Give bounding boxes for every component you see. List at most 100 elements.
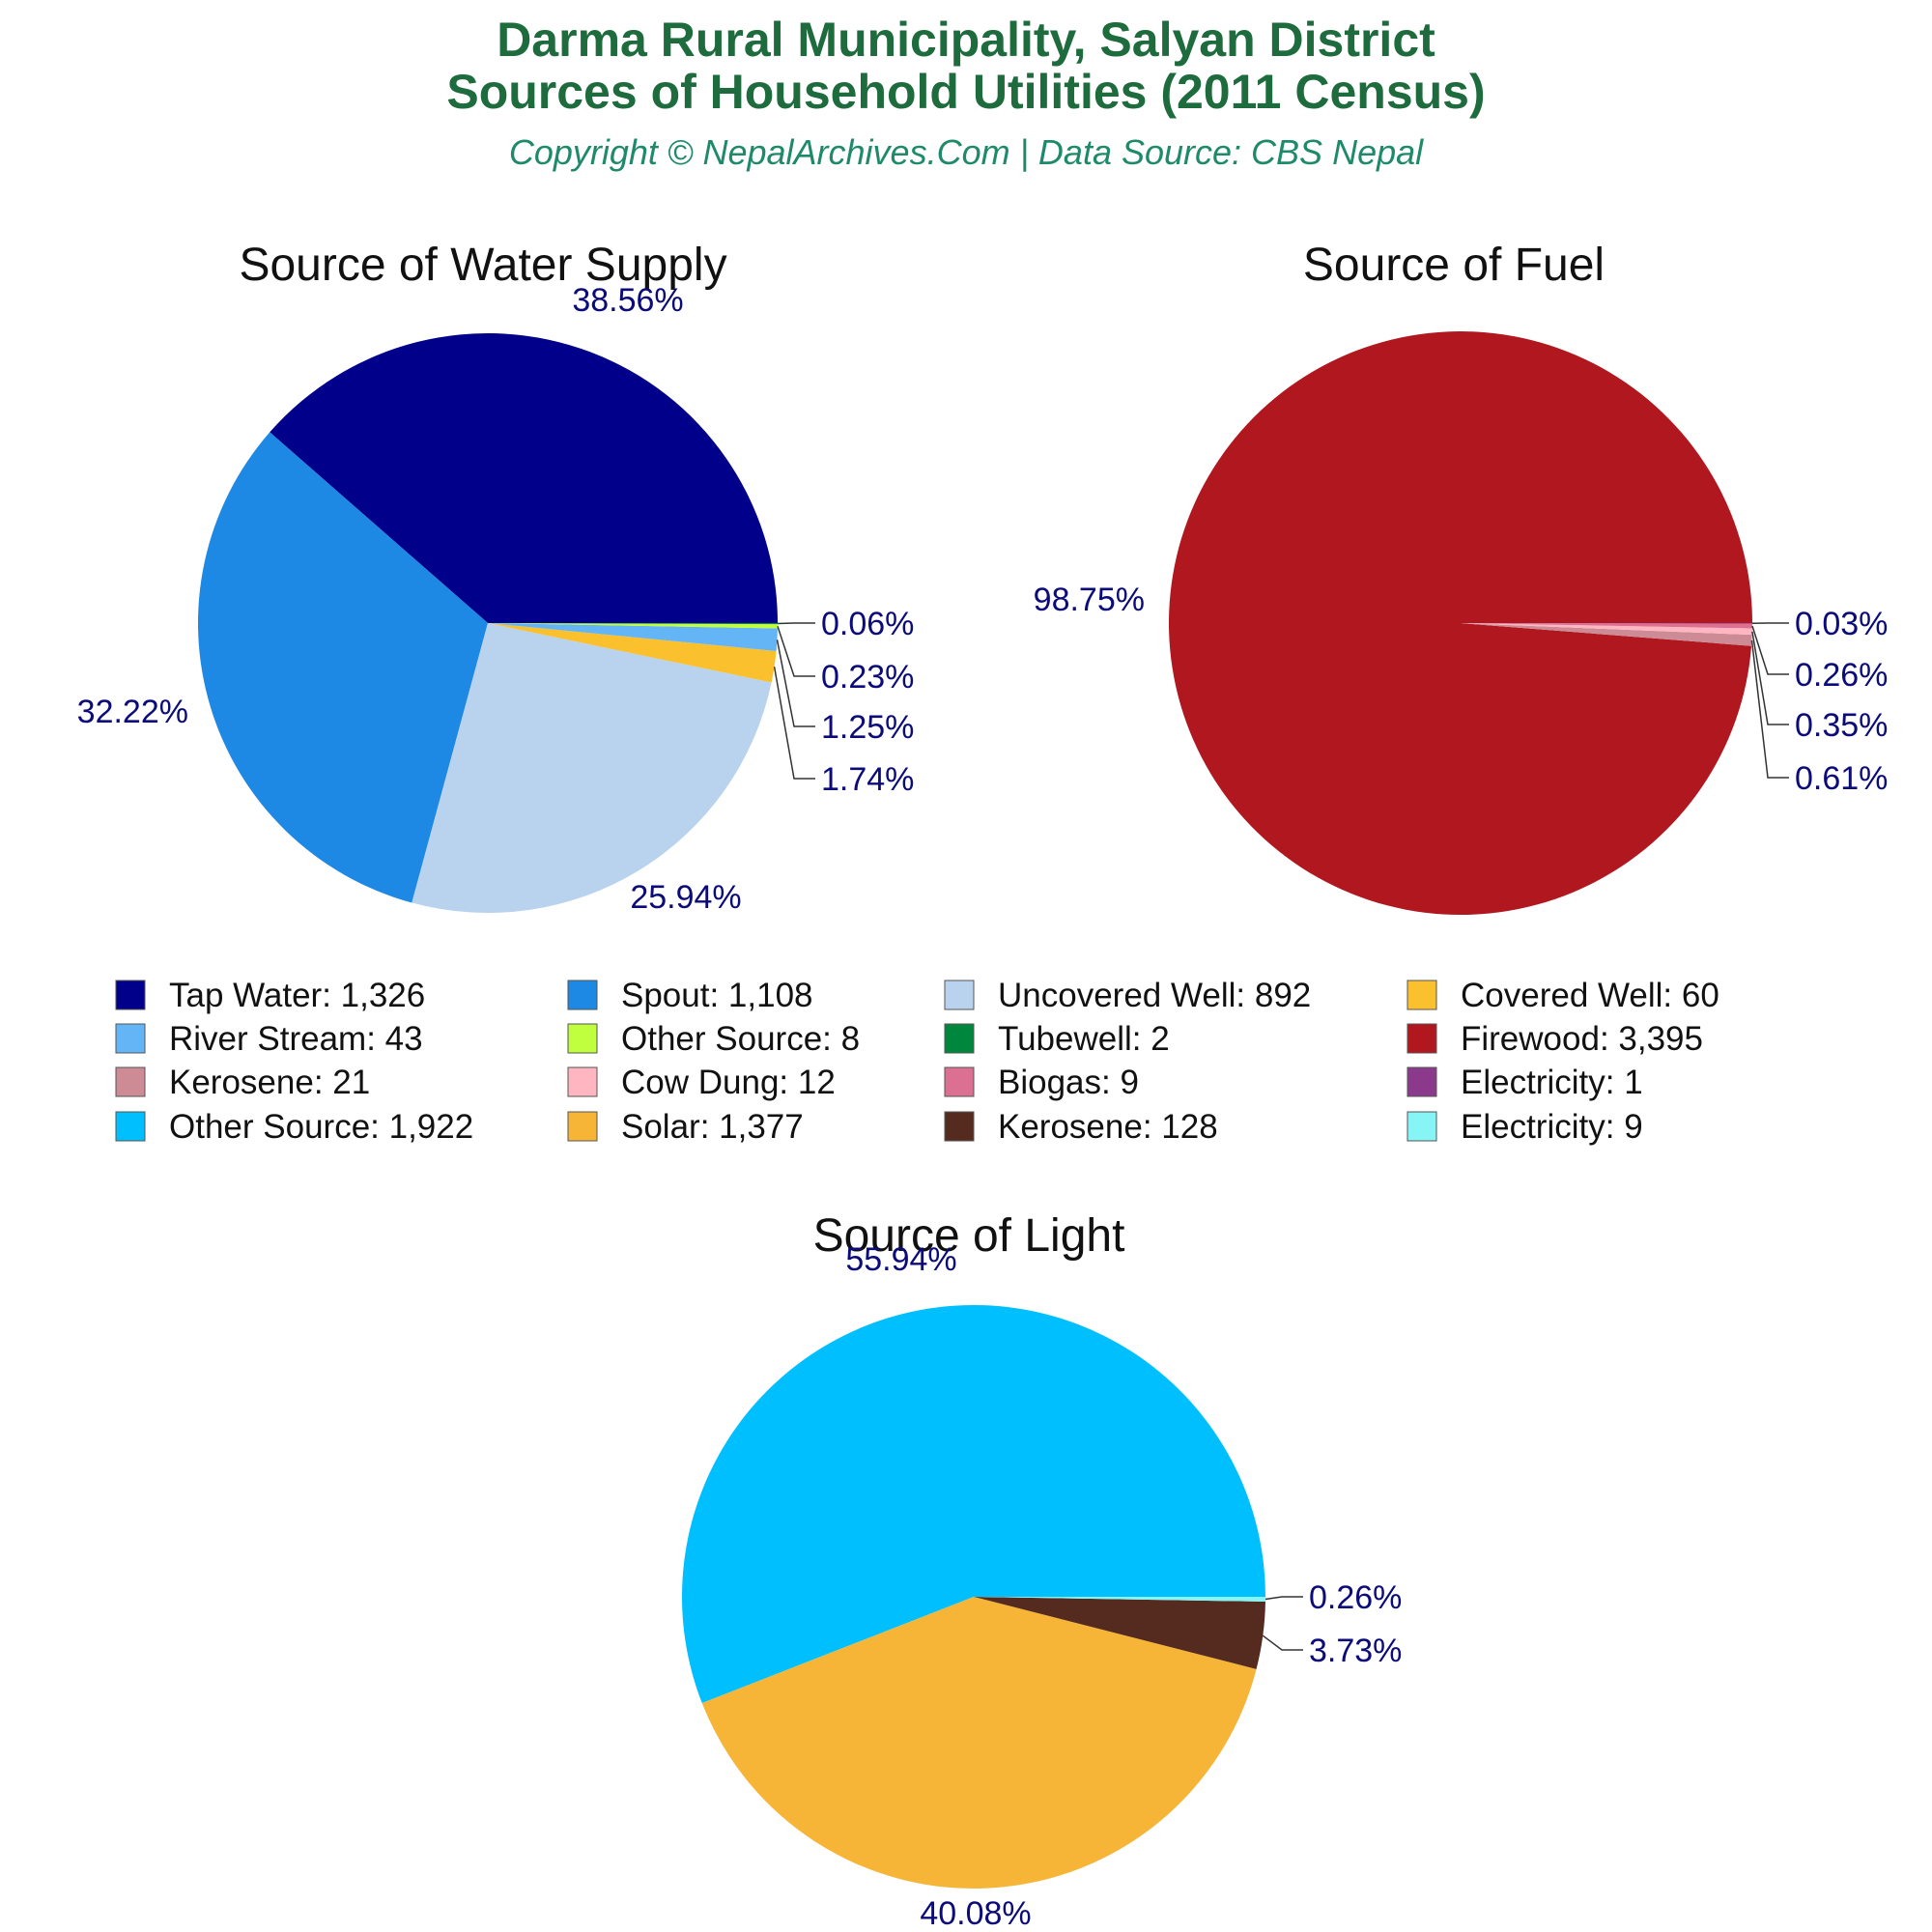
legend-swatch [1406, 1023, 1437, 1054]
legend-swatch [1406, 980, 1437, 1010]
water-pct-label: 1.25% [821, 709, 914, 746]
legend-label: Electricity: 1 [1461, 1064, 1643, 1101]
light-pct-label: 40.08% [920, 1895, 1031, 1932]
legend-swatch [115, 980, 146, 1010]
water-pct-label: 25.94% [630, 879, 741, 916]
light-leader-line [1264, 1596, 1303, 1601]
water-slice-spout [197, 432, 488, 903]
legend-item: Firewood: 3,395 [1406, 1020, 1703, 1058]
main-title-line1: Darma Rural Municipality, Salyan Distric… [497, 13, 1435, 67]
water-leader-line [776, 639, 815, 727]
fuel-pct-label: 0.61% [1795, 760, 1888, 797]
light-slice-electricity [974, 1597, 1265, 1602]
legend-item: River Stream: 43 [115, 1020, 423, 1058]
legend-swatch [115, 1066, 146, 1097]
legend-swatch [944, 1111, 975, 1142]
legend-item: Uncovered Well: 892 [944, 977, 1311, 1014]
fuel-pct-label: 0.03% [1795, 606, 1888, 642]
fuel-leader-line [1750, 639, 1789, 779]
water-pct-label: 38.56% [572, 282, 683, 319]
fuel-pie-title: Source of Fuel [1303, 240, 1605, 291]
legend-label: Electricity: 9 [1461, 1108, 1643, 1146]
legend-swatch [944, 980, 975, 1010]
legend-item: Tap Water: 1,326 [115, 977, 425, 1014]
legend-swatch [1406, 1111, 1437, 1142]
light-pct-label: 55.94% [845, 1241, 956, 1278]
legend-item: Covered Well: 60 [1406, 977, 1719, 1014]
light-pct-label: 0.26% [1309, 1579, 1402, 1616]
legend-label: Tap Water: 1,326 [169, 977, 425, 1014]
water-slice-other-source [488, 623, 778, 629]
light-pie-title: Source of Light [813, 1210, 1125, 1262]
fuel-pct-label: 0.26% [1795, 657, 1888, 694]
legend-label: Cow Dung: 12 [621, 1064, 836, 1101]
legend-label: Kerosene: 21 [169, 1064, 370, 1101]
legend-label: River Stream: 43 [169, 1020, 423, 1058]
light-leader-line [1262, 1634, 1303, 1651]
legend-label: Kerosene: 128 [998, 1108, 1218, 1146]
water-leader-line [773, 667, 815, 780]
legend-item: Other Source: 8 [567, 1020, 860, 1058]
legend-swatch [944, 1023, 975, 1054]
water-slice-tubewell [488, 623, 779, 625]
water-pct-label: 0.06% [821, 606, 914, 642]
light-pie: 55.94% 40.08% 0.26% 3.73% [682, 1241, 1402, 1932]
fuel-slice-kerosene [1461, 623, 1752, 646]
water-slice-river-stream [488, 623, 778, 651]
legend-item: Kerosene: 128 [944, 1108, 1218, 1146]
light-slice-solar [701, 1597, 1257, 1889]
legend-swatch [1406, 1066, 1437, 1097]
fuel-slice-biogas [1461, 623, 1752, 629]
fuel-slice-electricity [1461, 623, 1753, 624]
legend-label: Tubewell: 2 [998, 1020, 1170, 1058]
legend-label: Uncovered Well: 892 [998, 977, 1311, 1014]
fuel-leader-line [1751, 631, 1789, 725]
legend-swatch [567, 1023, 598, 1054]
legend-swatch [115, 1111, 146, 1142]
legend-label: Spout: 1,108 [621, 977, 813, 1014]
legend-item: Electricity: 1 [1406, 1064, 1643, 1101]
legend-label: Biogas: 9 [998, 1064, 1139, 1101]
fuel-pct-label: 0.35% [1795, 707, 1888, 744]
fuel-slice-firewood [1169, 331, 1752, 916]
legend-item: Solar: 1,377 [567, 1108, 804, 1146]
light-pct-label: 3.73% [1309, 1633, 1402, 1669]
legend-swatch [567, 1066, 598, 1097]
fuel-pct-label: 98.75% [1034, 582, 1145, 618]
water-pct-label: 32.22% [77, 694, 188, 730]
water-leader-line [777, 626, 815, 677]
legend-label: Firewood: 3,395 [1461, 1020, 1703, 1058]
water-pct-label: 1.74% [821, 761, 914, 798]
water-slice-tap-water [270, 332, 778, 623]
legend-item: Kerosene: 21 [115, 1064, 370, 1101]
legend-item: Electricity: 9 [1406, 1108, 1643, 1146]
fuel-slice-cow-dung [1461, 623, 1752, 636]
legend-swatch [567, 1111, 598, 1142]
legend-label: Other Source: 1,922 [169, 1108, 473, 1146]
fuel-leader-line [1751, 625, 1789, 675]
legend-item: Other Source: 1,922 [115, 1108, 473, 1146]
water-pct-label: 0.23% [821, 659, 914, 696]
water-slice-uncovered-well [412, 623, 772, 914]
pies-group: 38.56% 32.22% 25.94% 0.06% 0.23% 1.25% 1.74% 98… [77, 282, 1889, 1932]
legend-label: Covered Well: 60 [1461, 977, 1719, 1014]
legend-label: Solar: 1,377 [621, 1108, 804, 1146]
light-slice-other-source [682, 1304, 1265, 1704]
legend-item: Spout: 1,108 [567, 977, 813, 1014]
water-leader-line [777, 622, 815, 625]
legend: Tap Water: 1,326 Spout: 1,108 Uncovered We… [115, 977, 1719, 1146]
legend-swatch [115, 1023, 146, 1054]
main-title-line2: Sources of Household Utilities (2011 Cen… [446, 65, 1485, 119]
subtitle: Copyright © NepalArchives.Com | Data Sou… [509, 132, 1424, 172]
legend-item: Biogas: 9 [944, 1064, 1139, 1101]
light-slice-kerosene [974, 1597, 1265, 1669]
water-slice-covered-well [488, 623, 777, 683]
fuel-pie: 98.75% 0.03% 0.26% 0.35% 0.61% [1034, 331, 1888, 916]
legend-item: Cow Dung: 12 [567, 1064, 836, 1101]
legend-swatch [567, 980, 598, 1010]
water-pie-title: Source of Water Supply [239, 240, 726, 291]
legend-item: Tubewell: 2 [944, 1020, 1170, 1058]
legend-swatch [944, 1066, 975, 1097]
legend-label: Other Source: 8 [621, 1020, 860, 1058]
